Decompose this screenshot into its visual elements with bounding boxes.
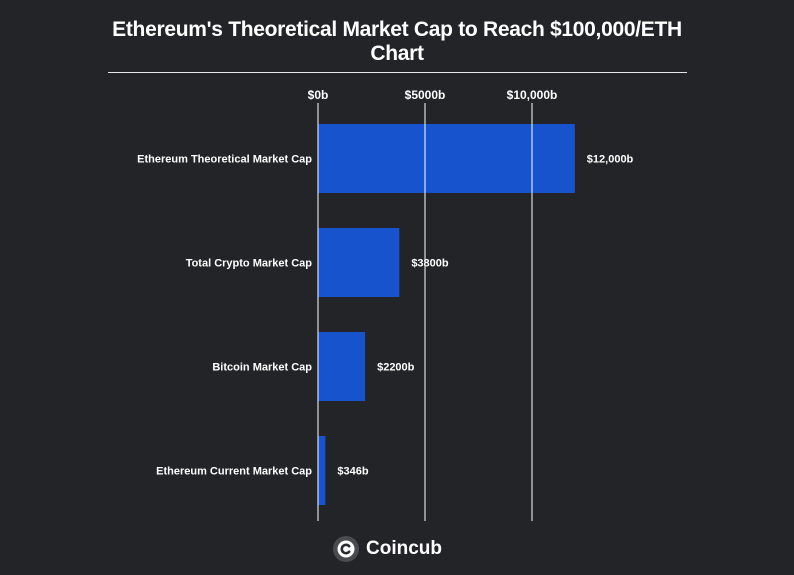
bar <box>318 332 366 401</box>
x-tick-label: $5000b <box>405 88 446 102</box>
bar <box>318 124 575 193</box>
bar <box>318 228 400 297</box>
category-label: Total Crypto Market Cap <box>186 258 313 270</box>
gridlines <box>317 103 533 521</box>
title-divider <box>108 72 687 73</box>
chart-title: Ethereum's Theoretical Market Cap to Rea… <box>112 18 682 65</box>
x-tick-label: $0b <box>308 88 329 102</box>
category-label: Ethereum Current Market Cap <box>156 466 312 478</box>
data-labels: $12,000b $3800b $2200b $346b <box>337 154 633 478</box>
coincub-logo-icon <box>333 536 359 562</box>
brand-footer: Coincub <box>333 536 442 562</box>
data-label: $12,000b <box>587 154 634 166</box>
category-label: Bitcoin Market Cap <box>212 362 312 374</box>
x-axis-ticks: $0b $5000b $10,000b <box>308 88 558 102</box>
data-label: $346b <box>337 466 368 478</box>
category-label: Ethereum Theoretical Market Cap <box>137 154 312 166</box>
x-tick-label: $10,000b <box>507 88 558 102</box>
bar <box>318 436 326 505</box>
category-labels: Ethereum Theoretical Market Cap Total Cry… <box>137 154 312 478</box>
data-label: $2200b <box>377 362 415 374</box>
data-label: $3800b <box>411 258 449 270</box>
bars <box>318 124 575 505</box>
brand-name: Coincub <box>366 538 442 559</box>
